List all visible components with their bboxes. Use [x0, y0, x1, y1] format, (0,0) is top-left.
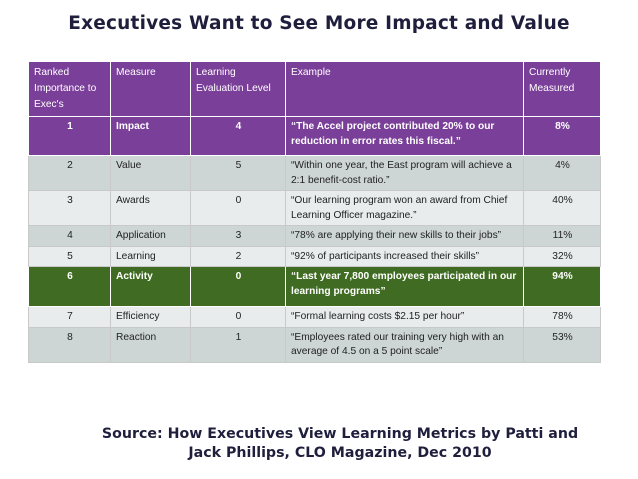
cell-level: 4 [190, 116, 286, 156]
table-row: 4 Application 3 “78% are applying their … [28, 225, 601, 247]
cell-rank: 1 [28, 116, 111, 156]
cell-measure: Value [110, 155, 191, 191]
source-line-1: Source: How Executives View Learning Met… [101, 426, 579, 442]
cell-rank: 7 [28, 306, 111, 328]
table-row: 6 Activity 0 “Last year 7,800 employees … [28, 266, 601, 307]
cell-rank: 2 [28, 155, 111, 191]
cell-rank: 5 [28, 245, 111, 267]
cell-example: “Within one year, the East program will … [285, 155, 524, 191]
header-rank: Ranked Importance to Exec's [28, 61, 111, 117]
cell-measure: Learning [110, 245, 191, 267]
cell-example: “The Accel project contributed 20% to ou… [285, 116, 524, 156]
table-row: 8 Reaction 1 “Employees rated our traini… [28, 326, 601, 363]
cell-level: 0 [190, 306, 286, 328]
cell-measure: Application [110, 225, 191, 247]
metrics-table: Ranked Importance to Exec's Measure Lear… [28, 61, 601, 363]
cell-level: 1 [190, 326, 286, 363]
cell-measured: 94% [523, 266, 601, 307]
header-level: Learning Evaluation Level [190, 61, 286, 117]
cell-rank: 8 [28, 326, 111, 363]
header-example: Example [285, 61, 524, 117]
cell-measure: Efficiency [110, 306, 191, 328]
cell-measured: 32% [523, 245, 601, 267]
table-row: 1 Impact 4 “The Accel project contribute… [28, 116, 601, 156]
cell-example: “Formal learning costs $2.15 per hour” [285, 306, 524, 328]
cell-measure: Activity [110, 266, 191, 307]
cell-level: 3 [190, 225, 286, 247]
cell-measured: 40% [523, 190, 601, 226]
cell-measure: Reaction [110, 326, 191, 363]
cell-example: “Our learning program won an award from … [285, 190, 524, 226]
header-measure: Measure [110, 61, 191, 117]
cell-measured: 78% [523, 306, 601, 328]
header-measured: Currently Measured [523, 61, 601, 117]
cell-level: 0 [190, 190, 286, 226]
cell-example: “78% are applying their new skills to th… [285, 225, 524, 247]
cell-measured: 8% [523, 116, 601, 156]
cell-example: “Last year 7,800 employees participated … [285, 266, 524, 307]
cell-measured: 11% [523, 225, 601, 247]
cell-example: “Employees rated our training very high … [285, 326, 524, 363]
source-citation: Source: How Executives View Learning Met… [80, 425, 600, 463]
cell-level: 2 [190, 245, 286, 267]
cell-rank: 4 [28, 225, 111, 247]
table-row: 2 Value 5 “Within one year, the East pro… [28, 155, 601, 191]
cell-measure: Awards [110, 190, 191, 226]
table-row: 7 Efficiency 0 “Formal learning costs $2… [28, 306, 601, 328]
cell-level: 0 [190, 266, 286, 307]
cell-rank: 6 [28, 266, 111, 307]
cell-level: 5 [190, 155, 286, 191]
cell-measured: 53% [523, 326, 601, 363]
table-row: 5 Learning 2 “92% of participants increa… [28, 245, 601, 267]
cell-measured: 4% [523, 155, 601, 191]
cell-rank: 3 [28, 190, 111, 226]
cell-measure: Impact [110, 116, 191, 156]
table-row: 3 Awards 0 “Our learning program won an … [28, 190, 601, 226]
slide-title: Executives Want to See More Impact and V… [68, 13, 570, 34]
cell-example: “92% of participants increased their ski… [285, 245, 524, 267]
table-header-row: Ranked Importance to Exec's Measure Lear… [28, 61, 601, 117]
source-line-2: Jack Phillips, CLO Magazine, Dec 2010 [188, 445, 492, 461]
